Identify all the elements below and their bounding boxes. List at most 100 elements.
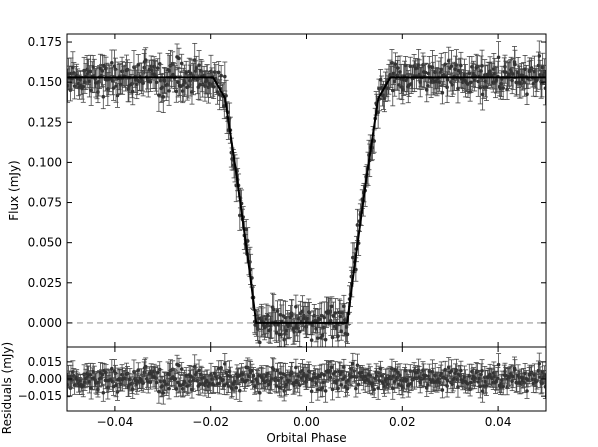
flux-axis-label: Flux (mJy) (7, 160, 21, 220)
data-marker (157, 93, 161, 97)
data-marker (197, 63, 201, 67)
data-marker (266, 313, 270, 318)
data-marker (180, 386, 185, 391)
data-marker (250, 368, 254, 373)
residual-data-point (496, 353, 502, 377)
data-marker (211, 383, 216, 387)
data-marker (130, 387, 135, 391)
flux-data-point (196, 50, 202, 81)
y-tick-label: 0.125 (28, 115, 62, 129)
data-marker (322, 373, 327, 377)
residual-data-point (332, 361, 338, 383)
data-marker (468, 387, 472, 392)
data-marker (469, 380, 473, 385)
flux-data-point (524, 83, 530, 105)
data-marker (104, 370, 108, 375)
data-marker (198, 382, 202, 387)
flux-data-point (510, 58, 516, 90)
residual-data-point (250, 366, 256, 386)
data-marker (445, 77, 450, 82)
flux-panel: 0.000 0.025 0.050 0.075 0.100 0.125 0.150 0.175… (7, 33, 547, 348)
data-marker (350, 374, 354, 379)
data-marker (449, 64, 454, 68)
data-marker (198, 82, 202, 87)
flux-data-point (222, 61, 228, 92)
data-marker (154, 380, 159, 385)
flux-data-point (438, 52, 444, 86)
data-marker (339, 329, 344, 334)
residual-data-point (438, 361, 444, 386)
data-marker (423, 70, 428, 75)
data-marker (309, 389, 314, 394)
data-marker (503, 70, 508, 74)
flux-data-point (147, 71, 153, 92)
data-marker (336, 334, 340, 338)
flux-data-point (445, 63, 451, 97)
data-marker (469, 80, 473, 85)
data-marker (496, 55, 501, 60)
data-marker (445, 378, 450, 383)
data-marker (176, 80, 180, 85)
data-marker (188, 379, 192, 384)
data-marker (396, 370, 400, 375)
data-marker (536, 63, 541, 68)
data-marker (255, 323, 260, 328)
y-tick-label: 0.175 (28, 35, 62, 49)
data-marker (393, 367, 398, 372)
residuals-panel-marks (67, 352, 546, 405)
data-marker (81, 84, 86, 89)
residual-data-point (173, 380, 179, 398)
data-marker (142, 65, 146, 70)
data-marker (101, 390, 106, 395)
flux-data-point (175, 67, 181, 98)
data-marker (309, 338, 314, 342)
data-marker (330, 335, 335, 340)
data-marker (179, 61, 184, 66)
flux-data-point (512, 49, 518, 79)
data-marker (216, 70, 221, 75)
data-marker (136, 62, 141, 67)
residual-data-point (423, 368, 429, 383)
data-marker (328, 309, 332, 314)
data-marker (137, 79, 142, 84)
data-marker (449, 369, 454, 373)
data-marker (354, 386, 358, 391)
data-marker (393, 62, 398, 67)
data-marker (318, 317, 322, 322)
data-marker (501, 86, 505, 90)
data-marker (135, 82, 139, 87)
data-marker (215, 90, 220, 94)
data-marker (257, 391, 262, 395)
flux-panel-marks (67, 40, 546, 347)
y-tick-label: 0.150 (28, 75, 62, 89)
data-marker (222, 383, 227, 388)
data-marker (304, 324, 308, 329)
data-marker (193, 69, 198, 73)
data-marker (114, 84, 118, 88)
data-marker (345, 332, 350, 337)
y-tick-label: 0.025 (28, 276, 62, 290)
residual-data-point (237, 379, 243, 402)
flux-data-point (88, 74, 94, 106)
residual-data-point (176, 357, 182, 374)
data-marker (245, 239, 250, 243)
data-marker (331, 314, 336, 318)
data-marker (423, 373, 428, 378)
flux-data-point (100, 84, 106, 110)
data-marker (167, 89, 171, 93)
data-marker (355, 223, 360, 227)
data-marker (104, 66, 108, 71)
residual-data-point (449, 359, 455, 383)
data-marker (177, 56, 181, 61)
data-marker (418, 80, 423, 84)
data-marker (426, 71, 431, 76)
residual-data-point (99, 362, 105, 387)
data-marker (418, 380, 423, 385)
data-marker (274, 331, 279, 335)
flux-data-point (135, 54, 141, 76)
data-marker (238, 213, 242, 218)
data-marker (525, 92, 529, 97)
residual-data-point (254, 370, 260, 392)
data-marker (376, 386, 380, 390)
